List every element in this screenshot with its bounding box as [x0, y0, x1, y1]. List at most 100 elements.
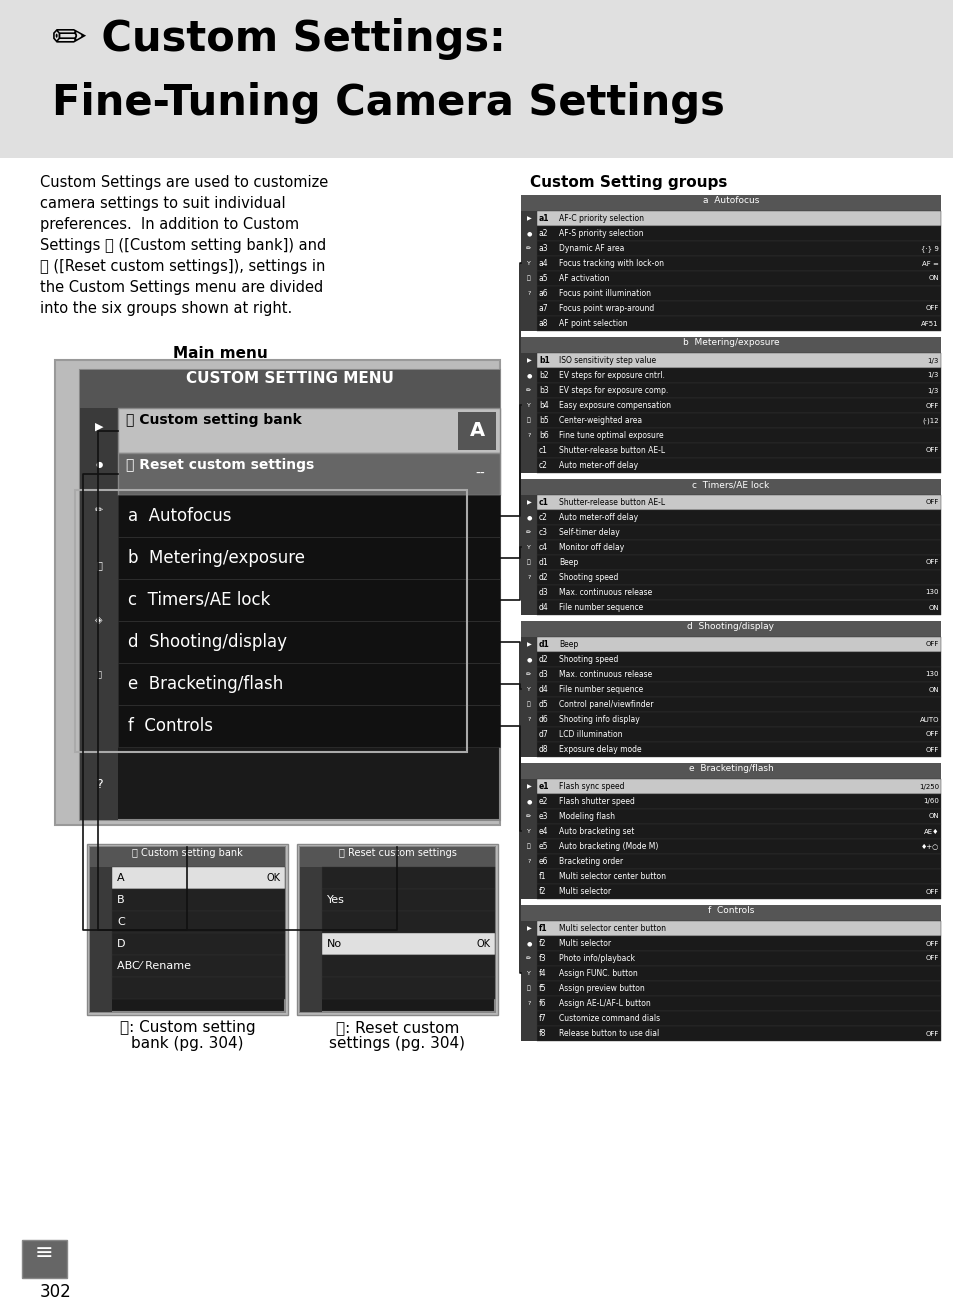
Text: ●: ●	[526, 515, 531, 520]
Text: c1: c1	[538, 445, 547, 455]
Text: e  Bracketing/flash: e Bracketing/flash	[688, 763, 773, 773]
Text: a4: a4	[538, 259, 548, 268]
Text: {·} 9: {·} 9	[921, 246, 938, 252]
Bar	[112, 955, 285, 978]
Text: Y: Y	[526, 971, 531, 976]
Text: (·)12: (·)12	[922, 418, 938, 423]
Text: Shutter-release button AE-L: Shutter-release button AE-L	[558, 498, 664, 507]
Text: e5: e5	[538, 842, 548, 851]
Bar	[80, 371, 499, 820]
Text: b3: b3	[538, 386, 548, 396]
Text: Control panel/viewfinder: Control panel/viewfinder	[558, 700, 653, 710]
Text: Assign FUNC. button: Assign FUNC. button	[558, 968, 638, 978]
Bar	[520, 921, 537, 1041]
Bar	[537, 727, 940, 742]
Text: Custom Setting groups: Custom Setting groups	[530, 175, 726, 191]
Bar	[537, 996, 940, 1010]
Text: 130: 130	[924, 671, 938, 678]
Text: Beep: Beep	[558, 558, 578, 568]
Text: c  Timers/AE lock: c Timers/AE lock	[128, 591, 270, 608]
Text: f6: f6	[538, 999, 546, 1008]
Bar	[537, 652, 940, 668]
Text: d2: d2	[538, 573, 548, 582]
Bar	[537, 286, 940, 301]
Text: Flash sync speed: Flash sync speed	[558, 782, 624, 791]
Text: Yes: Yes	[327, 895, 345, 905]
Text: AF =: AF =	[922, 260, 938, 267]
Bar	[537, 1026, 940, 1041]
Text: ⬛: ⬛	[527, 702, 530, 707]
Text: ABC⁄ Rename: ABC⁄ Rename	[117, 961, 191, 971]
Text: ▶: ▶	[526, 926, 531, 932]
Text: EV steps for exposure cntrl.: EV steps for exposure cntrl.	[558, 371, 664, 380]
Text: ?: ?	[527, 859, 530, 865]
Bar	[520, 622, 940, 637]
Text: bank (pg. 304): bank (pg. 304)	[132, 1035, 244, 1051]
Text: a8: a8	[538, 319, 548, 328]
Text: ⬛: ⬛	[527, 844, 530, 849]
Text: ✏: ✏	[95, 505, 103, 515]
Text: EV steps for exposure comp.: EV steps for exposure comp.	[558, 386, 667, 396]
Bar	[118, 579, 499, 622]
Bar	[537, 495, 940, 510]
Bar	[537, 540, 940, 555]
Text: f  Controls: f Controls	[128, 717, 213, 735]
Text: ⬛: ⬛	[96, 670, 101, 679]
Bar	[322, 955, 495, 978]
Text: 130: 130	[924, 590, 938, 595]
Text: f2: f2	[538, 887, 546, 896]
Text: Dynamic AF area: Dynamic AF area	[558, 244, 623, 254]
Text: ▶: ▶	[526, 784, 531, 788]
Text: a5: a5	[538, 275, 548, 283]
Bar	[537, 570, 940, 585]
Text: Multi selector: Multi selector	[558, 887, 611, 896]
Text: Ⓒ Custom setting bank: Ⓒ Custom setting bank	[132, 848, 243, 858]
Text: OK: OK	[267, 872, 281, 883]
Bar	[22, 1240, 67, 1279]
Text: 🔧: 🔧	[96, 560, 102, 570]
Text: Modeling flash: Modeling flash	[558, 812, 615, 821]
Text: Auto meter-off delay: Auto meter-off delay	[558, 461, 638, 470]
Bar	[520, 637, 537, 757]
Bar	[322, 933, 495, 955]
Text: settings (pg. 304): settings (pg. 304)	[329, 1035, 465, 1051]
Text: ▶: ▶	[526, 501, 531, 505]
Text: ●: ●	[526, 941, 531, 946]
Text: into the six groups shown at right.: into the six groups shown at right.	[40, 301, 292, 315]
Text: AUTO: AUTO	[919, 716, 938, 723]
Bar	[322, 867, 495, 890]
Bar	[75, 490, 467, 752]
Text: b2: b2	[538, 371, 548, 380]
Text: b6: b6	[538, 431, 548, 440]
Text: ♦+○: ♦+○	[920, 844, 938, 850]
Text: Bracketing order: Bracketing order	[558, 857, 622, 866]
Text: Y: Y	[526, 687, 531, 692]
Bar	[80, 409, 118, 820]
Text: 302: 302	[40, 1282, 71, 1301]
Bar	[537, 742, 940, 757]
Text: ⬛: ⬛	[527, 276, 530, 281]
Text: ✏: ✏	[526, 388, 531, 393]
Bar	[112, 933, 285, 955]
Bar	[520, 194, 940, 212]
Bar	[537, 712, 940, 727]
Text: Ⓒ Custom setting bank: Ⓒ Custom setting bank	[126, 413, 301, 427]
Bar	[537, 382, 940, 398]
Bar	[537, 271, 940, 286]
Text: b  Metering/exposure: b Metering/exposure	[682, 338, 779, 347]
Text: Ⓡ ([Reset custom settings]), settings in: Ⓡ ([Reset custom settings]), settings in	[40, 259, 325, 275]
Text: the Custom Settings menu are divided: the Custom Settings menu are divided	[40, 280, 323, 296]
Text: b4: b4	[538, 401, 548, 410]
Text: f  Controls: f Controls	[707, 905, 754, 915]
Bar	[0, 158, 953, 1314]
Text: Main menu: Main menu	[172, 346, 267, 361]
Bar	[118, 453, 499, 495]
Text: ON: ON	[927, 813, 938, 820]
Text: a2: a2	[538, 229, 548, 238]
Text: Custom Settings are used to customize: Custom Settings are used to customize	[40, 175, 328, 191]
Text: Ⓡ Reset custom settings: Ⓡ Reset custom settings	[126, 459, 314, 472]
Text: a1: a1	[538, 214, 549, 223]
Bar	[537, 682, 940, 696]
Text: Auto bracketing (Mode M): Auto bracketing (Mode M)	[558, 842, 658, 851]
Bar	[80, 371, 499, 409]
